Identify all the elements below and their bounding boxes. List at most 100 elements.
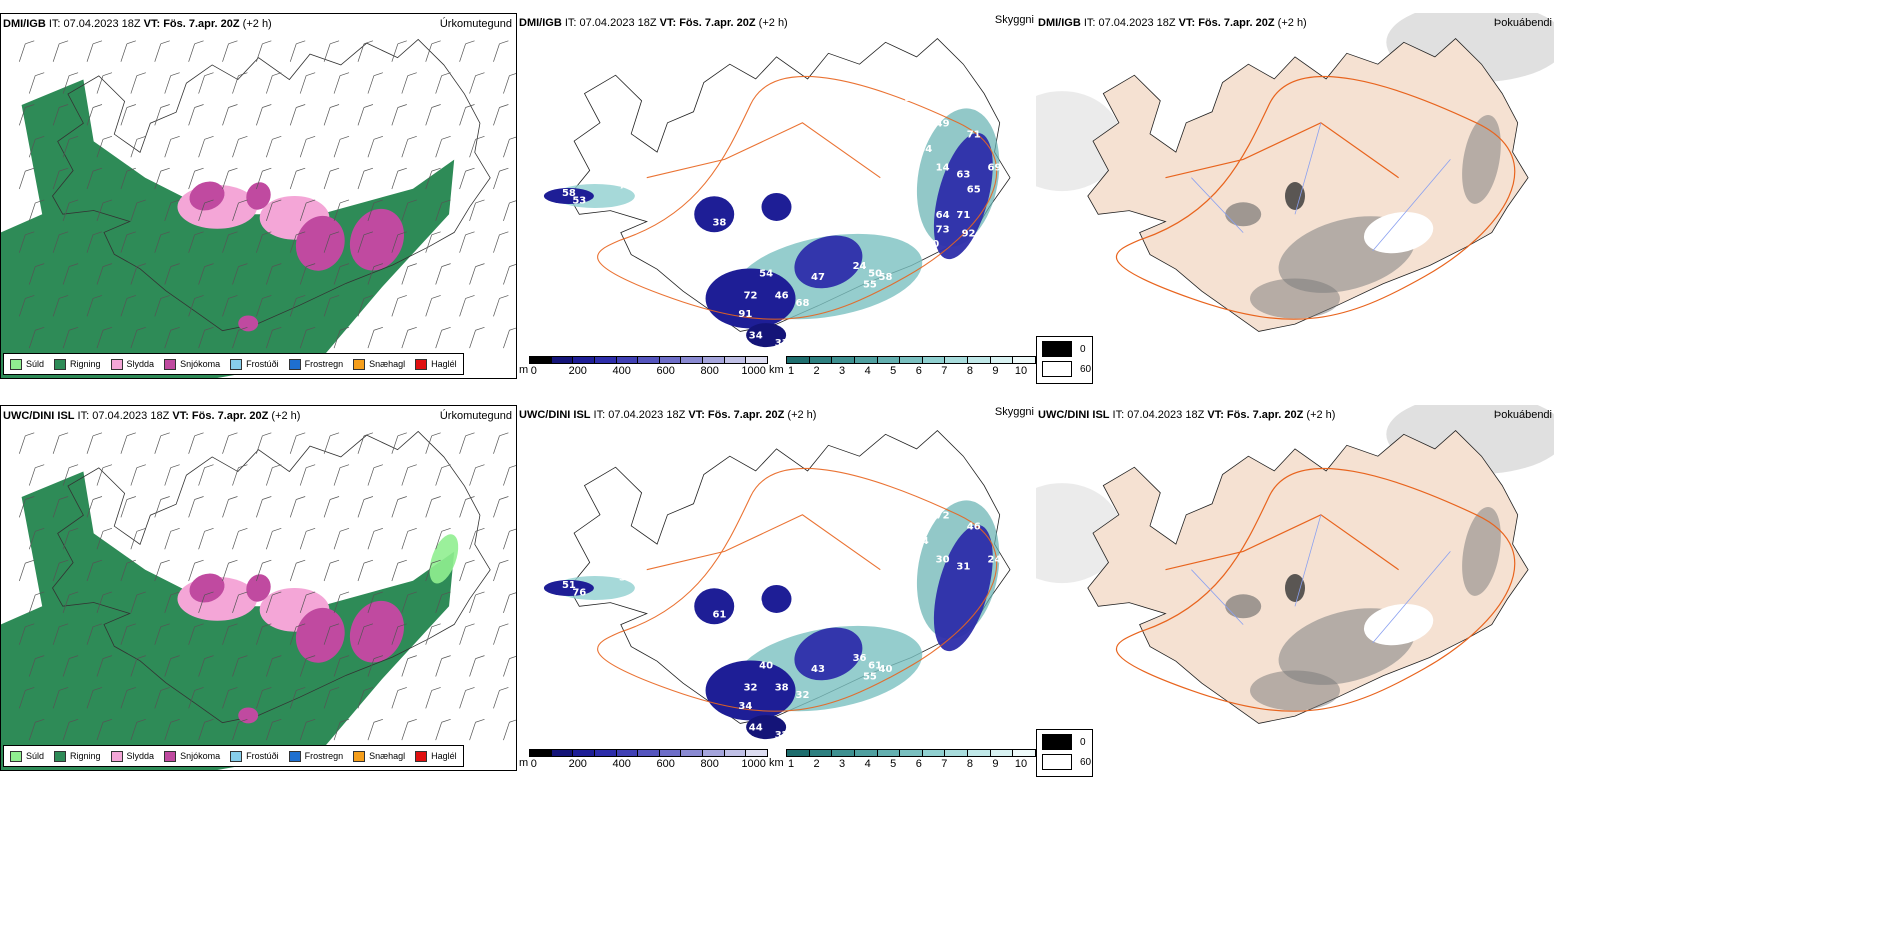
colorbar-tick: 400 <box>612 365 631 377</box>
legend-label: Frostúði <box>246 359 279 369</box>
colorbar-tick: 400 <box>612 758 631 770</box>
legend-label: Súld <box>26 751 45 761</box>
ceiling-value-label: 55 <box>863 672 877 683</box>
legend-label: Slydda <box>126 751 155 761</box>
colorbar-tick: 9 <box>992 365 999 377</box>
legend-swatch <box>110 750 123 762</box>
colorbar-swatch <box>573 750 595 756</box>
colorbar-swatch <box>900 750 923 756</box>
precip-legend-item: Slydda <box>110 358 154 370</box>
colorbar-swatch <box>594 750 617 756</box>
colorbar-tick: 1000 <box>741 758 766 770</box>
colorbar-swatch <box>681 357 704 363</box>
colorbar-tick: 5 <box>890 758 897 770</box>
ceiling-value-label: 33 <box>894 115 908 126</box>
colorbar-swatch <box>724 357 747 363</box>
colorbar-swatch <box>551 750 574 756</box>
ceiling-value-label: 62 <box>666 247 680 258</box>
colorbar-tick: 8 <box>966 758 973 770</box>
colorbar-swatch <box>616 357 639 363</box>
ceiling-map-bottom: 51 31 76 22 90 61 60 81 130 122 145 45 40 43 32 38 32 34 4… <box>543 430 1011 741</box>
legend-swatch <box>230 358 243 370</box>
precip-legend-item: Frostúði <box>230 750 279 762</box>
colorbar-tick: 0 <box>530 365 537 377</box>
colorbar-swatch <box>854 750 878 756</box>
colorbar-swatch <box>703 750 725 756</box>
colorbar-swatch <box>922 357 946 363</box>
ceiling-value-label: 47 <box>811 272 825 283</box>
precip-legend-item: Haglél <box>415 750 457 762</box>
visibility-unit: km <box>769 757 784 769</box>
ceiling-value-label: 34 <box>738 701 752 712</box>
ceiling-value-label: 32 <box>795 690 809 701</box>
ceiling-value-label: 72 <box>936 510 950 521</box>
ceiling-value-label: 130 <box>662 639 683 650</box>
legend-label: Haglél <box>431 751 457 761</box>
ceiling-value-label: 14 <box>936 162 950 173</box>
colorbar-tick: 4 <box>864 365 871 377</box>
colorbar-tick: 8 <box>966 365 973 377</box>
legend-label: Rigning <box>70 359 101 369</box>
legend-label: Frostregn <box>304 359 344 369</box>
panel-header: DMI/IGB IT: 07.04.2023 18Z VT: Fös. 7.ap… <box>519 17 788 29</box>
panel-header: UWC/DINI ISL IT: 07.04.2023 18Z VT: Fös.… <box>3 410 301 422</box>
colorbar-tick: 600 <box>656 758 675 770</box>
colorbar-tick: 7 <box>941 758 948 770</box>
ceiling-value-label: 31 <box>904 93 918 104</box>
colorbar-swatch <box>530 357 552 363</box>
fog-legend-bottom: 0 60 <box>1036 729 1093 777</box>
precip-type-map-top <box>1 38 516 378</box>
ceiling-value-label: 34 <box>749 331 763 342</box>
precip-legend: Súld Rigning Slydda Snjókoma Frostúði Frostre… <box>3 745 464 767</box>
colorbar-swatch <box>832 357 855 363</box>
colorbar-tick: 10 <box>1014 365 1028 377</box>
precip-legend-item: Súld <box>10 358 44 370</box>
ceiling-value-label: 24 <box>988 554 1002 565</box>
colorbar-swatch <box>573 357 595 363</box>
ceiling-value-label: 77 <box>619 181 633 192</box>
precip-legend-item: Snjókoma <box>164 358 220 370</box>
ceiling-value-label: 36 <box>853 653 867 664</box>
colorbar-swatch <box>787 357 810 363</box>
visibility-colorbar-bottom: 1 2 3 4 5 6 7 8 9 10 <box>786 749 1036 770</box>
colorbar-swatch <box>968 750 991 756</box>
legend-label: Snæhagl <box>369 359 406 369</box>
ceiling-value-label: 145 <box>725 639 746 650</box>
panel-header: UWC/DINI ISL IT: 07.04.2023 18Z VT: Fös.… <box>1038 409 1336 421</box>
legend-swatch <box>164 750 177 762</box>
colorbar-swatch <box>1013 357 1036 363</box>
ceiling-value-label: 34 <box>858 609 872 620</box>
colorbar-swatch <box>681 750 704 756</box>
colorbar-tick: 10 <box>1014 758 1028 770</box>
visibility-colorbar-top: 1 2 3 4 5 6 7 8 9 10 <box>786 356 1036 377</box>
colorbar-swatch <box>945 357 969 363</box>
ceiling-colorbar-top: 0 200 400 600 800 1000 <box>529 356 768 377</box>
ceiling-unit: m <box>519 364 529 376</box>
panel-title: Þokuábendi <box>1493 409 1552 421</box>
ceiling-value-label: 46 <box>967 521 981 532</box>
legend-label: Frostregn <box>304 751 344 761</box>
ceiling-value-label: 92 <box>962 228 976 239</box>
ceiling-value-label: 44 <box>749 723 763 734</box>
legend-swatch <box>110 358 123 370</box>
ceiling-unit: m <box>519 757 529 769</box>
ceiling-value-label: 50 <box>925 239 939 250</box>
ceiling-value-label: 38 <box>712 217 726 228</box>
fog-legend-item: 0 <box>1042 734 1086 750</box>
fog-legend-label: 0 <box>1080 736 1086 748</box>
colorbar-tick: 200 <box>568 758 587 770</box>
colorbar-swatch <box>945 750 969 756</box>
ceiling-value-label: 154 <box>911 144 932 155</box>
legend-swatch <box>288 750 301 762</box>
ceiling-value-label: 33 <box>775 338 789 349</box>
colorbar-tick: 0 <box>530 758 537 770</box>
ceiling-value-label: 122 <box>688 646 709 657</box>
precip-legend-item: Rigning <box>54 358 101 370</box>
precip-type-map-bottom <box>1 430 516 770</box>
legend-swatch <box>164 358 177 370</box>
precip-legend-item: Frostregn <box>288 750 344 762</box>
fog-legend-swatch <box>1042 734 1072 750</box>
ceiling-value-label: 58 <box>879 272 893 283</box>
ceiling-value-label: 72 <box>894 129 908 140</box>
